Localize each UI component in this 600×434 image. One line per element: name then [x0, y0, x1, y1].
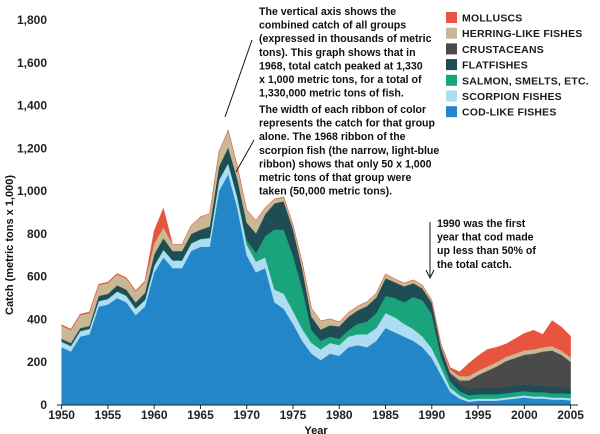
y-tick-label: 600 — [27, 270, 47, 284]
annotation-line: 1968, total catch peaked at 1,330 — [259, 60, 423, 72]
y-axis-ticks: 0 200 400 600 800 1,000 1,200 1,400 1,600 1,800 — [17, 13, 47, 412]
legend-label: CRUSTACEANS — [462, 44, 544, 56]
annotation-line: alone. The 1968 ribbon of the — [259, 131, 406, 143]
x-tick-label: 1960 — [141, 408, 168, 422]
annotation-line: taken (50,000 metric tons). — [259, 186, 392, 198]
annotation-line: scorpion fish (the narrow, light-blue — [259, 145, 439, 157]
x-tick-label: 1985 — [372, 408, 399, 422]
legend-label: HERRING-LIKE FISHES — [462, 28, 582, 40]
legend-swatch — [446, 106, 457, 118]
x-tick-label: 1955 — [95, 408, 122, 422]
x-tick-label: 1995 — [465, 408, 492, 422]
x-tick-label: 1950 — [48, 408, 75, 422]
annotation-line: 1990 was the first — [437, 218, 526, 230]
y-tick-label: 1,600 — [17, 56, 47, 70]
annotation-line: up less than 50% of — [437, 245, 536, 257]
annotation-line: year that cod made — [437, 232, 534, 244]
x-tick-label: 1965 — [187, 408, 214, 422]
annotation-line: metric tons of that group were — [259, 172, 412, 184]
annotation-total: The vertical axis shows the combined catc… — [259, 6, 432, 100]
legend-label: SALMON, SMELTS, ETC. — [462, 75, 589, 87]
legend: MOLLUSCS HERRING-LIKE FISHES CRUSTACEANS FL… — [446, 12, 589, 119]
y-tick-label: 800 — [27, 227, 47, 241]
annotation-line: The vertical axis shows the — [259, 6, 396, 18]
annotation-line: 1,330,000 metric tons of fish. — [259, 88, 404, 100]
x-axis-ticks: 1950 1955 1960 1965 1970 1975 1980 1985 1990 1995… — [48, 405, 584, 422]
x-tick-label: 2000 — [511, 408, 538, 422]
x-tick-label: 1975 — [280, 408, 307, 422]
y-tick-label: 1,000 — [17, 184, 47, 198]
annotation-line: combined catch of all groups — [259, 20, 406, 32]
y-tick-label: 1,800 — [17, 13, 47, 27]
annotations: The vertical axis shows the combined catc… — [224, 6, 536, 280]
x-tick-label: 1990 — [418, 408, 445, 422]
annotation-line: (expressed in thousands of metric — [259, 33, 432, 45]
annotation-cod1990: 1990 was the first year that cod made up l… — [437, 218, 536, 271]
annotation-leader-total — [224, 39, 253, 118]
legend-swatch — [446, 74, 457, 86]
annotation-line: represents the catch for that group — [259, 118, 436, 130]
legend-swatch — [446, 27, 457, 39]
legend-label: MOLLUSCS — [462, 13, 523, 25]
legend-swatch — [446, 90, 457, 102]
y-tick-label: 400 — [27, 312, 47, 326]
annotation-line: The width of each ribbon of color — [259, 104, 426, 116]
annotation-leader-ribbon — [235, 139, 255, 173]
legend-swatch — [446, 43, 457, 55]
x-tick-label: 1980 — [326, 408, 353, 422]
y-tick-label: 1,400 — [17, 99, 47, 113]
x-tick-label: 1970 — [233, 408, 260, 422]
legend-label: COD-LIKE FISHES — [462, 107, 557, 119]
area-molluscs — [61, 129, 571, 377]
y-axis-title: Catch (metric tons x 1,000) — [4, 175, 16, 315]
legend-swatch — [446, 12, 457, 23]
axes: 0 200 400 600 800 1,000 1,200 1,400 1,600 1,800 1… — [17, 13, 584, 422]
annotation-line: tons). This graph shows that in — [259, 47, 416, 59]
y-tick-label: 1,200 — [17, 141, 47, 155]
x-axis-title: Year — [304, 425, 328, 434]
legend-label: FLATFISHES — [462, 60, 528, 72]
y-tick-label: 0 — [40, 398, 47, 412]
legend-label: SCORPION FISHES — [462, 91, 562, 103]
legend-swatch — [446, 59, 457, 71]
annotation-ribbon: The width of each ribbon of color represe… — [259, 104, 439, 198]
x-tick-label: 2005 — [557, 408, 584, 422]
annotation-arrowhead — [425, 269, 435, 280]
annotation-line: ribbon) shows that only 50 x 1,000 — [259, 158, 432, 170]
annotation-line: x 1,000 metric tons, for a total of — [259, 74, 422, 86]
y-tick-label: 200 — [27, 355, 47, 369]
annotation-line: the total catch. — [437, 259, 512, 271]
area-layers — [61, 129, 571, 406]
